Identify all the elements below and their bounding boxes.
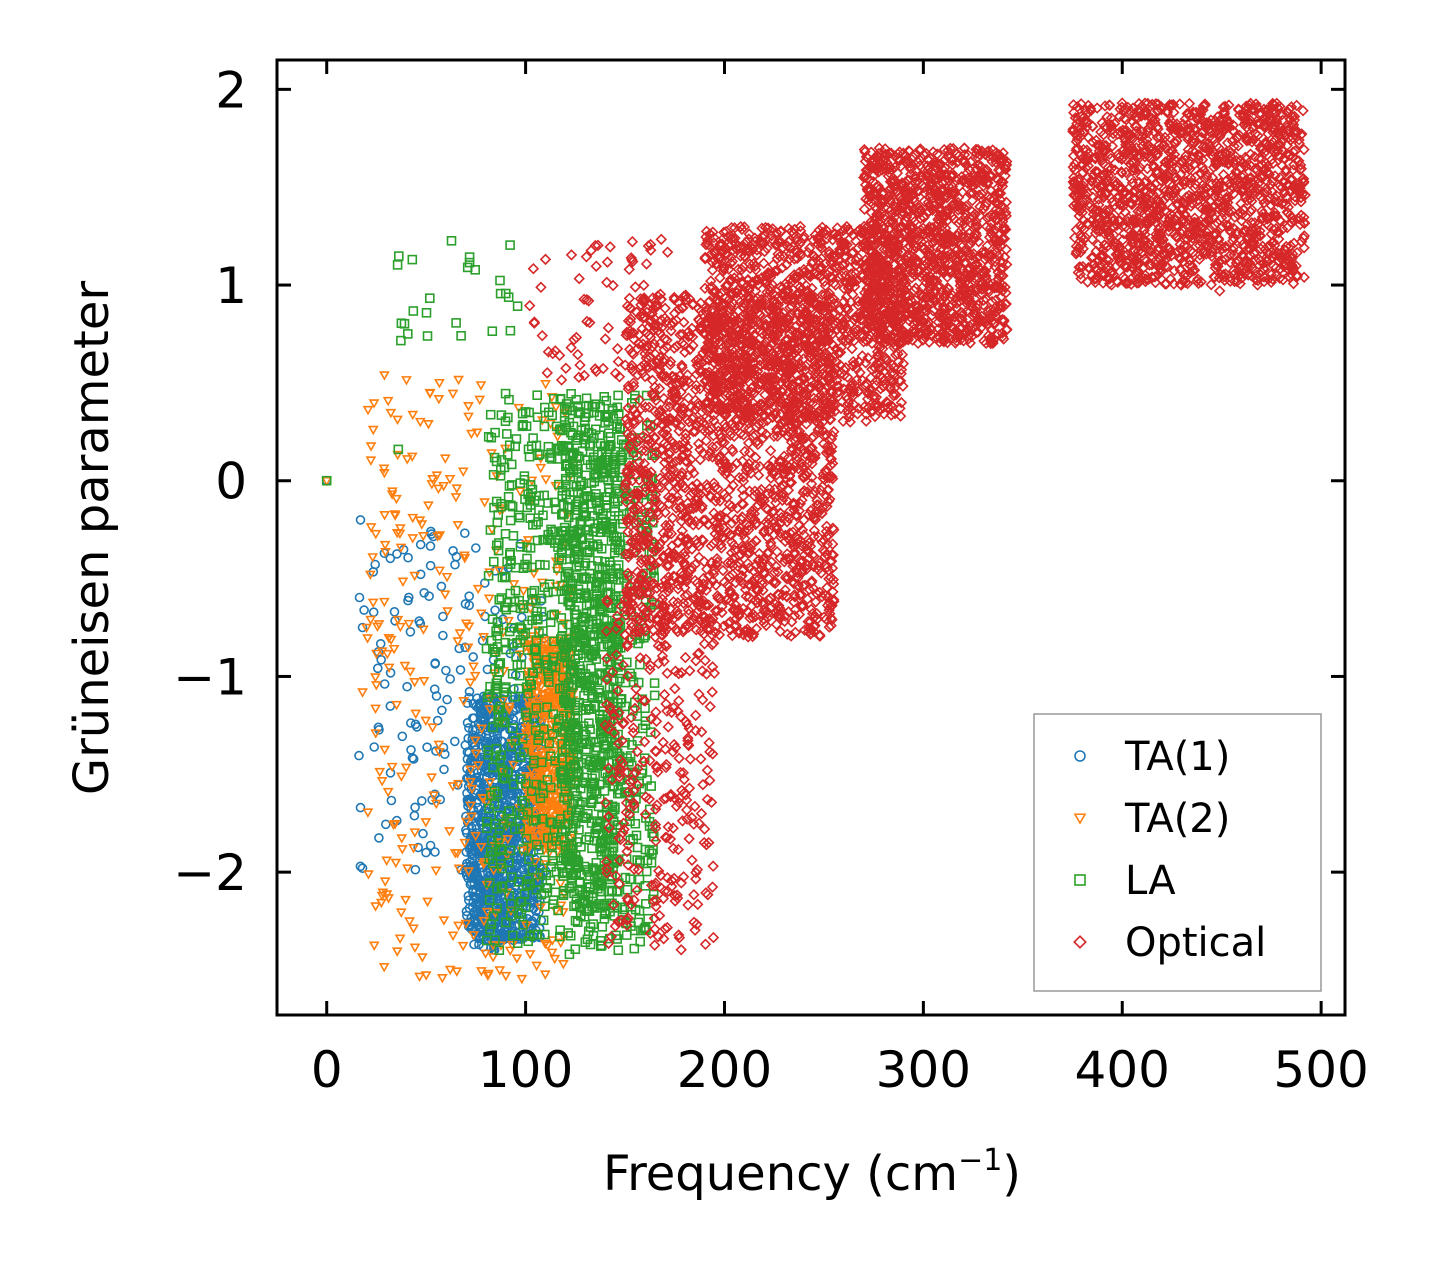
ta-1-point xyxy=(397,731,408,742)
ta-1-point xyxy=(490,605,500,616)
ta-1-point xyxy=(386,795,397,806)
ta-1-point xyxy=(464,600,475,611)
ta-1-point xyxy=(369,742,380,752)
ta-1-point xyxy=(454,643,465,654)
ta-1-point xyxy=(431,691,442,701)
ta-1-point xyxy=(354,750,364,761)
ta-1-point xyxy=(455,665,466,675)
ta-1-point xyxy=(424,591,434,602)
ta-1-point xyxy=(442,694,452,705)
ta-1-point xyxy=(436,581,447,592)
ta-1-point xyxy=(374,833,384,843)
ta-1-point xyxy=(468,652,479,662)
ta-1-point xyxy=(413,842,424,853)
ta-1-point xyxy=(380,819,391,830)
ta-1-point xyxy=(409,810,420,821)
ta-1-point xyxy=(403,595,413,606)
ta-1-point xyxy=(476,765,487,776)
ta-1-point xyxy=(415,569,426,580)
ta-1-point xyxy=(418,828,428,839)
ta-1-point xyxy=(422,742,432,753)
ta-1-point xyxy=(372,663,383,674)
ta-1-point xyxy=(445,674,456,684)
ta-1-point xyxy=(385,553,396,564)
ta-1-point xyxy=(389,606,400,617)
ta-1-point xyxy=(439,764,449,775)
ta-1-point xyxy=(438,611,448,622)
ta-1-point xyxy=(516,612,527,623)
ta-1-point xyxy=(425,840,436,851)
ta-1-point xyxy=(408,754,419,764)
ta-1-point xyxy=(459,528,470,539)
data-points xyxy=(321,97,1311,985)
ta-1-point xyxy=(405,626,416,637)
ta-1-point xyxy=(534,932,545,943)
ta-1-point xyxy=(379,679,390,689)
ta-1-point xyxy=(354,592,365,603)
ta-1-point xyxy=(425,560,436,571)
ta-1-point xyxy=(402,681,412,692)
ta-1-point xyxy=(470,543,481,553)
ta-1-point xyxy=(429,684,440,695)
ta-1-point xyxy=(432,715,443,726)
ta-1-point xyxy=(464,591,475,602)
ta-1-point xyxy=(421,847,431,858)
ta-1-point xyxy=(441,665,451,676)
ta-1-point xyxy=(430,658,441,668)
ta-1-point xyxy=(430,847,440,857)
ta-1-point xyxy=(392,549,402,559)
ta-1-point xyxy=(406,745,416,755)
ta-1-point xyxy=(431,746,441,756)
ta-1-point xyxy=(355,861,366,872)
ta-1-point xyxy=(506,725,517,736)
ta-1-point xyxy=(437,705,447,716)
ta-1-point xyxy=(416,796,427,806)
ta-1-point xyxy=(403,552,413,563)
ta-1-point xyxy=(359,605,369,615)
ta-1-point xyxy=(476,817,486,827)
ta-1-point xyxy=(425,541,436,551)
ta-1-point xyxy=(448,545,458,556)
ta-1-point xyxy=(449,736,460,747)
ta-1-point xyxy=(438,630,448,641)
ta-1-point xyxy=(415,539,426,550)
ta-1-point xyxy=(410,719,421,730)
ta-1-point xyxy=(460,642,470,653)
ta-1-point xyxy=(376,654,387,665)
ta-1-point xyxy=(464,686,475,697)
ta-1-point xyxy=(410,864,421,875)
ta-1-point xyxy=(370,559,381,570)
ta-1-point xyxy=(498,614,508,625)
